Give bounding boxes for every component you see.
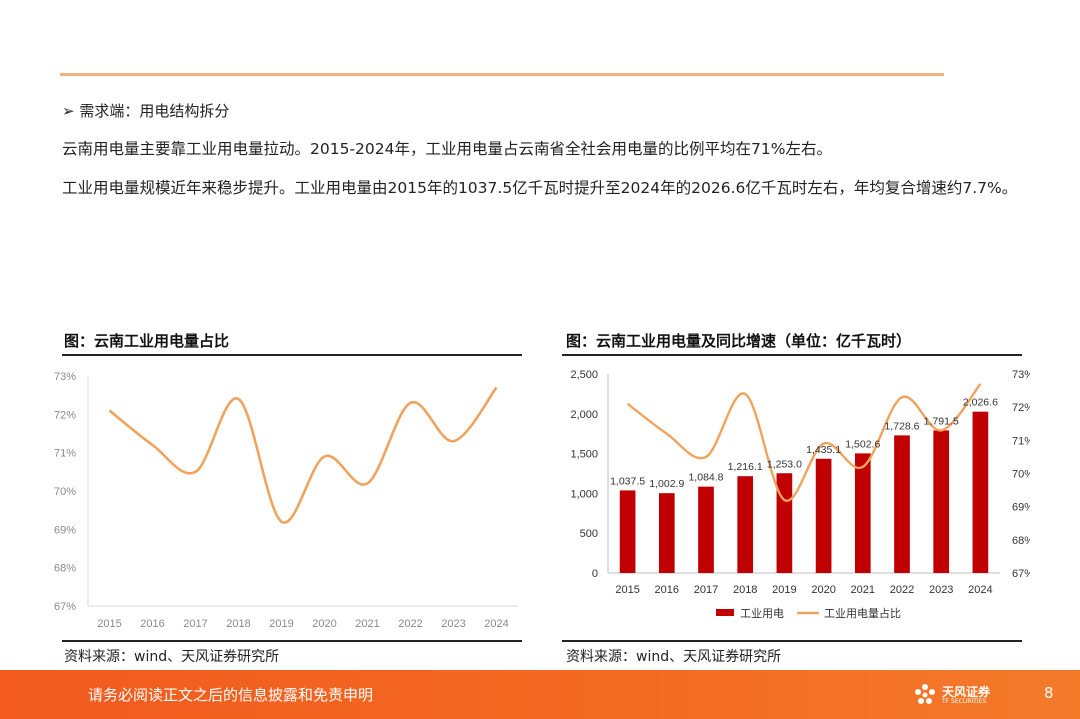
logo-flower-icon [915,684,935,704]
industrial-power-bar [737,476,754,573]
industrial-power-bar [894,435,910,573]
company-logo: 天风证券 TF SECURITIES [912,680,1022,710]
industrial-power-bar [698,486,714,573]
right-y2-tick-label: 69% [1012,502,1030,514]
logo-subtitle: TF SECURITIES [942,698,987,705]
right-y2-tick-label: 70% [1012,469,1030,481]
right-x-tick-label: 2021 [851,584,875,596]
left-y-tick-label: 67% [54,601,76,613]
right-chart-top-rule [562,354,1022,356]
right-x-tick-label: 2016 [655,584,679,596]
left-x-tick-label: 2022 [398,618,422,630]
right-y-tick-label: 1,000 [570,488,598,500]
industrial-power-bar [854,453,871,573]
right-x-tick-label: 2020 [811,584,835,596]
right-y2-tick-label: 71% [1012,435,1030,447]
paragraph-2: 工业用电量规模近年来稳步提升。工业用电量由2015年的1037.5亿千瓦时提升至… [62,179,1018,197]
right-y-tick-label: 1,500 [570,449,598,461]
bar-data-label: 1,435.1 [806,444,841,456]
left-chart-bottom-rule [62,640,522,642]
right-chart: 0 500 1,000 1,500 2,000 2,500 67% 68% 69% 70% 71% 7… [570,369,1030,620]
industrial-power-bar [776,473,793,573]
left-y-tick-label: 73% [54,371,76,383]
left-y-tick-label: 70% [54,486,76,498]
industrial-power-bar [619,490,636,573]
industrial-power-bar [658,493,675,573]
left-y-tick-label: 72% [54,409,76,421]
left-chart-top-rule [62,354,522,356]
right-y2-tick-label: 67% [1012,568,1030,580]
bar-data-label: 1,502.6 [845,438,880,450]
right-chart-bottom-rule [562,640,1022,642]
left-chart-title: 图：云南工业用电量占比 [64,332,230,350]
industrial-power-bar [933,430,950,573]
left-x-tick-label: 2015 [97,618,121,630]
left-x-tick-label: 2016 [140,618,164,630]
right-y2-tick-label: 73% [1012,369,1030,381]
right-x-tick-label: 2017 [694,584,718,596]
paragraph-1: 云南用电量主要靠工业用电量拉动。2015-2024年，工业用电量占云南省全社会用… [62,140,832,158]
left-x-tick-label: 2017 [183,618,207,630]
left-x-tick-label: 2023 [441,618,465,630]
bar-data-label: 1,728.6 [884,420,919,432]
right-chart-title: 图：云南工业用电量及同比增速（单位：亿千瓦时） [566,332,912,350]
bar-data-label: 1,216.1 [728,461,763,473]
left-x-tick-label: 2021 [355,618,379,630]
bar-data-label: 1,002.9 [649,478,684,490]
footer-disclaimer: 请务必阅读正文之后的信息披露和免责申明 [88,686,374,704]
legend-bar-label: 工业用电 [740,607,784,620]
left-chart: 67% 68% 69% 70% 71% 72% 73% 2015 2016 2017 2018 201… [54,371,518,630]
bar-data-label: 1,791.5 [924,415,959,427]
industrial-power-bar [815,458,832,573]
industrial-power-bar [972,411,989,573]
bar-data-label: 1,084.8 [688,472,723,484]
right-share-line [626,383,982,502]
right-y-tick-label: 0 [592,568,598,580]
left-chart-source: 资料来源：wind、天风证券研究所 [64,649,280,665]
right-x-tick-label: 2023 [929,584,953,596]
right-x-tick-label: 2019 [772,584,796,596]
right-x-tick-label: 2015 [615,584,639,596]
bar-data-label: 2,026.6 [963,397,998,409]
left-y-tick-label: 68% [54,563,76,575]
left-x-tick-label: 2018 [226,618,250,630]
right-y2-tick-label: 68% [1012,535,1030,547]
left-x-tick-label: 2019 [269,618,293,630]
left-x-tick-label: 2024 [484,618,508,630]
left-x-tick-label: 2020 [312,618,336,630]
bar-data-label: 1,037.5 [610,475,645,487]
right-x-tick-label: 2022 [890,584,914,596]
left-y-tick-label: 69% [54,524,76,536]
legend-bar-swatch [716,609,734,616]
legend-line-label: 工业用电量占比 [824,606,901,620]
top-accent-rule [60,73,944,76]
right-chart-source: 资料来源：wind、天风证券研究所 [566,649,782,665]
right-y-tick-label: 2,000 [570,409,598,421]
bar-data-label: 1,253.0 [767,458,802,470]
section-heading: ➢ 需求端：用电结构拆分 [62,102,230,120]
right-y-tick-label: 500 [580,528,598,540]
right-y2-tick-label: 72% [1012,402,1030,414]
right-y-tick-label: 2,500 [570,369,598,381]
right-x-tick-label: 2024 [968,584,992,596]
logo-name: 天风证券 [942,685,991,699]
left-y-tick-label: 71% [54,448,76,460]
left-share-line [108,386,498,524]
footer-bar: 请务必阅读正文之后的信息披露和免责申明 天风证券 TF SECURITIES 8 [0,670,1080,719]
page-number: 8 [1044,684,1054,702]
right-x-tick-label: 2018 [733,584,757,596]
